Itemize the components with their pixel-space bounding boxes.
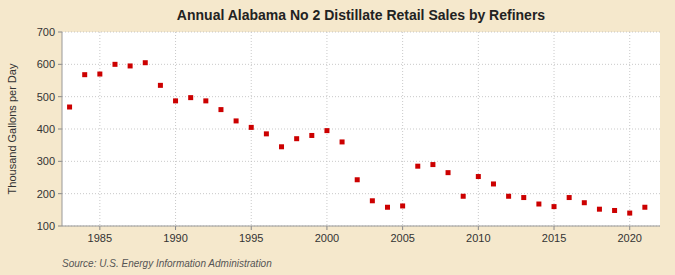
x-axis-line	[62, 226, 660, 227]
point	[612, 208, 617, 213]
plot-background	[62, 32, 660, 226]
point	[400, 203, 405, 208]
grid	[62, 32, 660, 226]
point	[552, 204, 557, 209]
point	[536, 202, 541, 207]
point	[582, 200, 587, 205]
y-axis-line	[62, 32, 63, 226]
point	[234, 118, 239, 123]
tick	[251, 226, 252, 230]
point	[355, 177, 360, 182]
tick-label: 200	[37, 188, 55, 200]
grid-line	[175, 32, 176, 226]
tick	[58, 226, 62, 227]
grid-line	[554, 32, 555, 226]
tick-label: 500	[37, 91, 55, 103]
tick	[58, 193, 62, 194]
point	[264, 131, 269, 136]
grid-line	[478, 32, 479, 226]
point	[370, 198, 375, 203]
point	[506, 194, 511, 199]
tick	[99, 226, 100, 230]
point	[294, 136, 299, 141]
point	[203, 98, 208, 103]
tick	[402, 226, 403, 230]
point	[385, 205, 390, 210]
tick	[629, 226, 630, 230]
tick-label: 100	[37, 220, 55, 232]
point	[324, 128, 329, 133]
tick-label: 2005	[390, 232, 414, 244]
point	[627, 211, 632, 216]
y-axis-label: Thousand Gallons per Day	[6, 63, 18, 194]
point	[491, 181, 496, 186]
grid-line	[629, 32, 630, 226]
background	[0, 0, 675, 275]
point	[249, 125, 254, 130]
point	[642, 205, 647, 210]
grid-line	[62, 193, 660, 194]
point	[218, 107, 223, 112]
point	[279, 144, 284, 149]
grid-line	[62, 32, 660, 33]
tick	[326, 226, 327, 230]
point	[415, 164, 420, 169]
point	[158, 83, 163, 88]
grid-line	[62, 226, 660, 227]
point	[340, 139, 345, 144]
title: Annual Alabama No 2 Distillate Retail Sa…	[177, 7, 545, 23]
grid-line	[62, 64, 660, 65]
tick-label: 400	[37, 123, 55, 135]
chart: 100 200 300 400 500 600 700 1985 1990 1995 2000 200…	[0, 0, 675, 275]
tick	[58, 32, 62, 33]
point	[97, 72, 102, 77]
source: Source: U.S. Energy Information Administ…	[62, 258, 272, 269]
tick-label: 1985	[88, 232, 112, 244]
tick-label: 2020	[617, 232, 641, 244]
point	[188, 95, 193, 100]
points	[67, 60, 647, 215]
point	[567, 195, 572, 200]
tick-label: 2010	[466, 232, 490, 244]
point	[82, 72, 87, 77]
point	[128, 63, 133, 68]
point	[143, 60, 148, 65]
point	[430, 162, 435, 167]
point	[521, 195, 526, 200]
tick-label: 1995	[239, 232, 263, 244]
grid-line	[62, 129, 660, 130]
point	[309, 133, 314, 138]
point	[67, 105, 72, 110]
tick-label: 300	[37, 155, 55, 167]
tick	[478, 226, 479, 230]
grid-line	[62, 161, 660, 162]
point	[461, 194, 466, 199]
grid-line	[62, 96, 660, 97]
point	[112, 62, 117, 67]
grid-line	[99, 32, 100, 226]
point	[476, 174, 481, 179]
tick-label: 2015	[542, 232, 566, 244]
axes: 100 200 300 400 500 600 700 1985 1990 1995 2000 200…	[37, 26, 660, 244]
tick	[175, 226, 176, 230]
tick	[58, 96, 62, 97]
point	[446, 170, 451, 175]
grid-line	[402, 32, 403, 226]
tick	[554, 226, 555, 230]
tick	[58, 64, 62, 65]
tick	[58, 129, 62, 130]
tick-label: 700	[37, 26, 55, 38]
tick-label: 600	[37, 58, 55, 70]
tick-label: 2000	[315, 232, 339, 244]
point	[173, 98, 178, 103]
tick	[58, 161, 62, 162]
point	[597, 207, 602, 212]
tick-label: 1990	[163, 232, 187, 244]
